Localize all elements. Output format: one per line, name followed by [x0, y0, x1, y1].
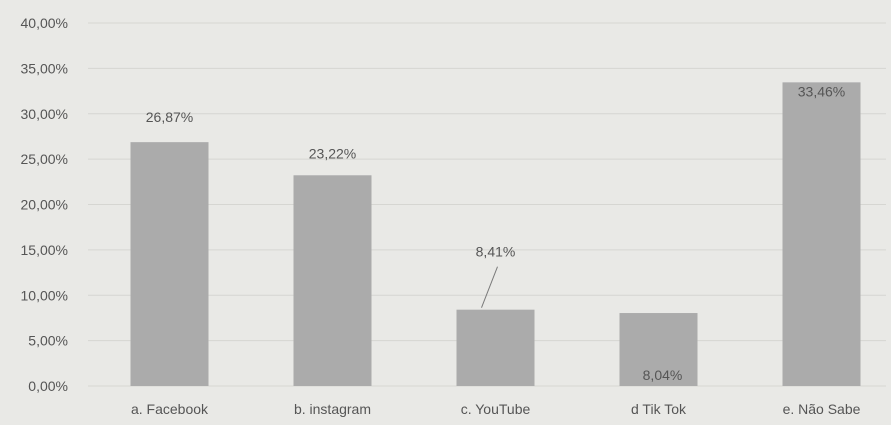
y-tick-label: 15,00% — [21, 242, 68, 258]
bar — [782, 82, 861, 387]
bar — [456, 309, 535, 386]
data-label-leader-line — [481, 266, 498, 308]
x-tick-label: a. Facebook — [131, 401, 209, 417]
bar — [619, 313, 698, 386]
data-label: 8,04% — [643, 367, 683, 383]
y-tick-label: 30,00% — [21, 106, 68, 122]
data-label: 33,46% — [798, 83, 845, 99]
bar — [293, 175, 372, 386]
y-tick-label: 20,00% — [21, 197, 68, 213]
x-axis-ticks: a. Facebook b. instagram c. YouTube d Tik T… — [131, 401, 861, 417]
y-axis-ticks: 0,00% 5,00% 10,00% 15,00% 20,00% 25,00% 30,00%… — [21, 15, 68, 394]
gridlines — [88, 22, 886, 387]
y-tick-label: 10,00% — [21, 287, 68, 303]
y-tick-label: 5,00% — [28, 333, 68, 349]
data-label: 8,41% — [476, 244, 516, 260]
bar — [130, 142, 209, 386]
x-tick-label: d Tik Tok — [631, 401, 687, 417]
x-tick-label: b. instagram — [294, 401, 371, 417]
y-tick-label: 35,00% — [21, 60, 68, 76]
x-tick-label: c. YouTube — [461, 401, 531, 417]
y-tick-label: 0,00% — [28, 378, 68, 394]
y-tick-label: 25,00% — [21, 151, 68, 167]
data-label: 23,22% — [309, 145, 356, 161]
data-labels: 26,87% 23,22% 8,41% 8,04% 33,46% — [146, 83, 845, 383]
data-label: 26,87% — [146, 109, 193, 125]
y-tick-label: 40,00% — [21, 15, 68, 31]
bars — [130, 82, 861, 387]
x-tick-label: e. Não Sabe — [783, 401, 861, 417]
